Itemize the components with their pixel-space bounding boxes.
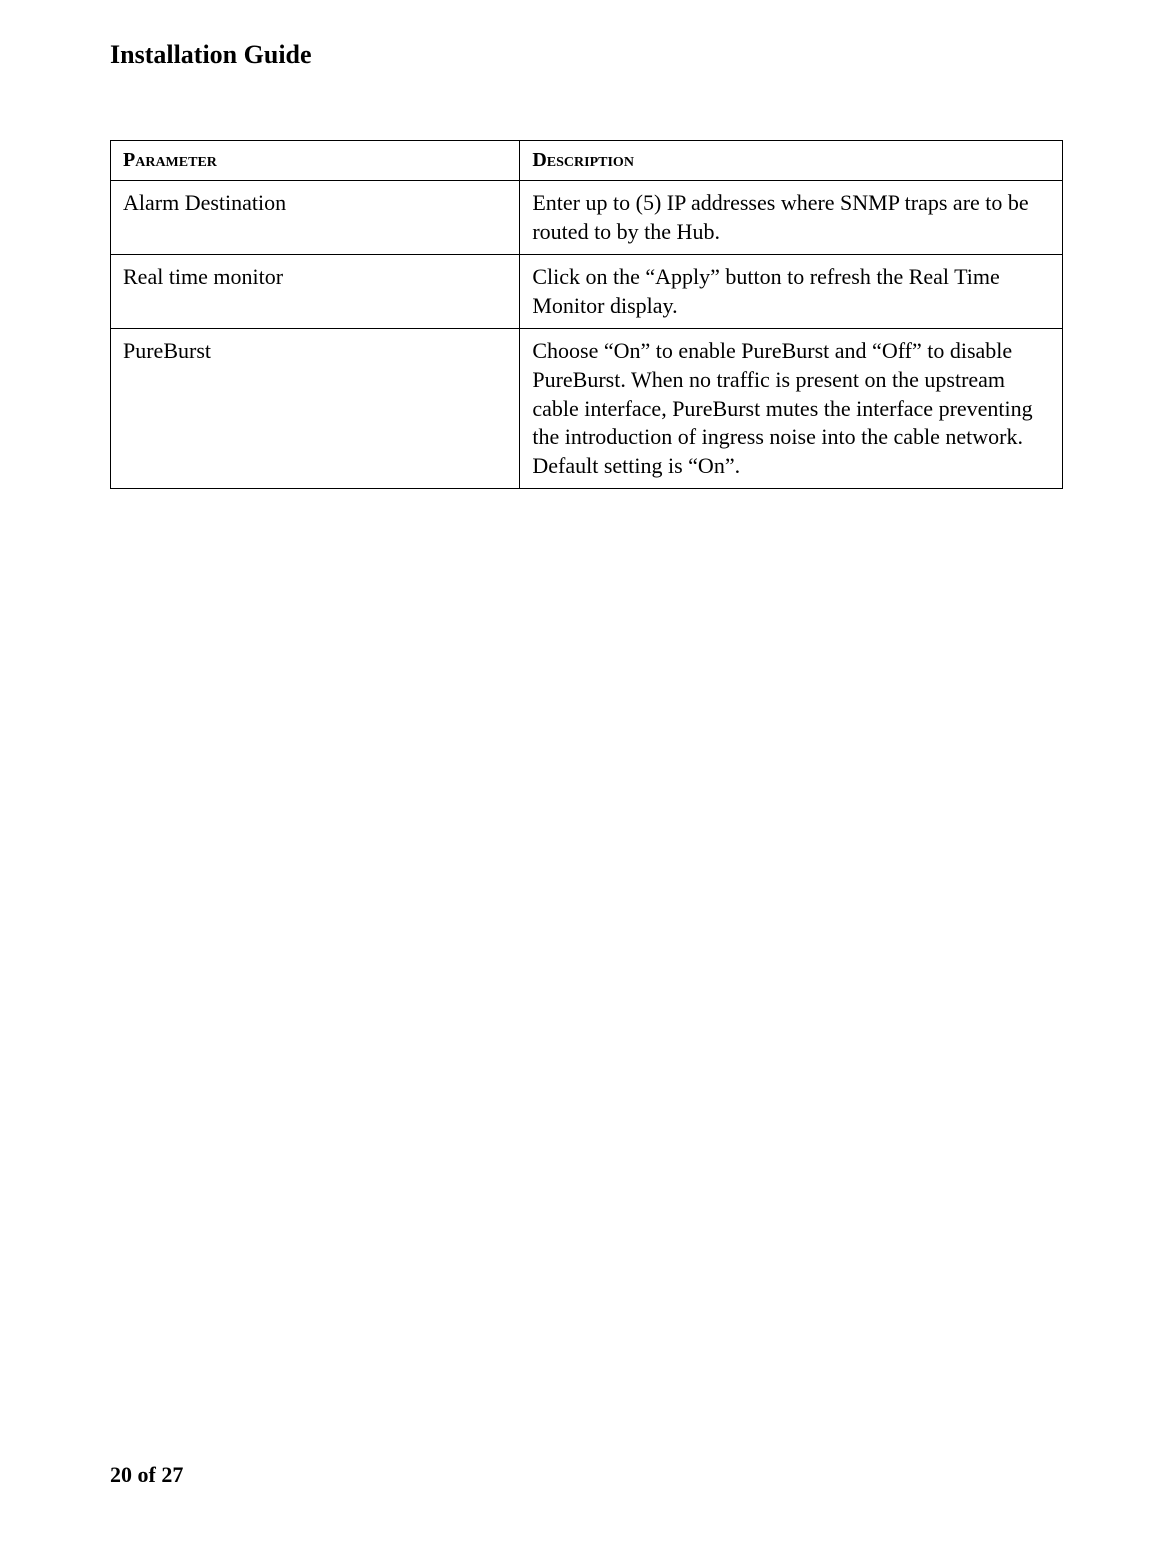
cell-description: Click on the “Apply” button to refresh t… bbox=[520, 255, 1063, 329]
table-row: Real time monitor Click on the “Apply” b… bbox=[111, 255, 1063, 329]
table-header-row: Parameter Description bbox=[111, 141, 1063, 181]
parameter-table: Parameter Description Alarm Destination … bbox=[110, 140, 1063, 489]
cell-description: Choose “On” to enable PureBurst and “Off… bbox=[520, 329, 1063, 489]
cell-parameter: PureBurst bbox=[111, 329, 520, 489]
table-row: PureBurst Choose “On” to enable PureBurs… bbox=[111, 329, 1063, 489]
cell-description: Enter up to (5) IP addresses where SNMP … bbox=[520, 181, 1063, 255]
page-title: Installation Guide bbox=[110, 40, 1063, 70]
header-parameter: Parameter bbox=[111, 141, 520, 181]
cell-parameter: Real time monitor bbox=[111, 255, 520, 329]
cell-parameter: Alarm Destination bbox=[111, 181, 520, 255]
header-description: Description bbox=[520, 141, 1063, 181]
page-number: 20 of 27 bbox=[110, 1462, 183, 1488]
table-row: Alarm Destination Enter up to (5) IP add… bbox=[111, 181, 1063, 255]
